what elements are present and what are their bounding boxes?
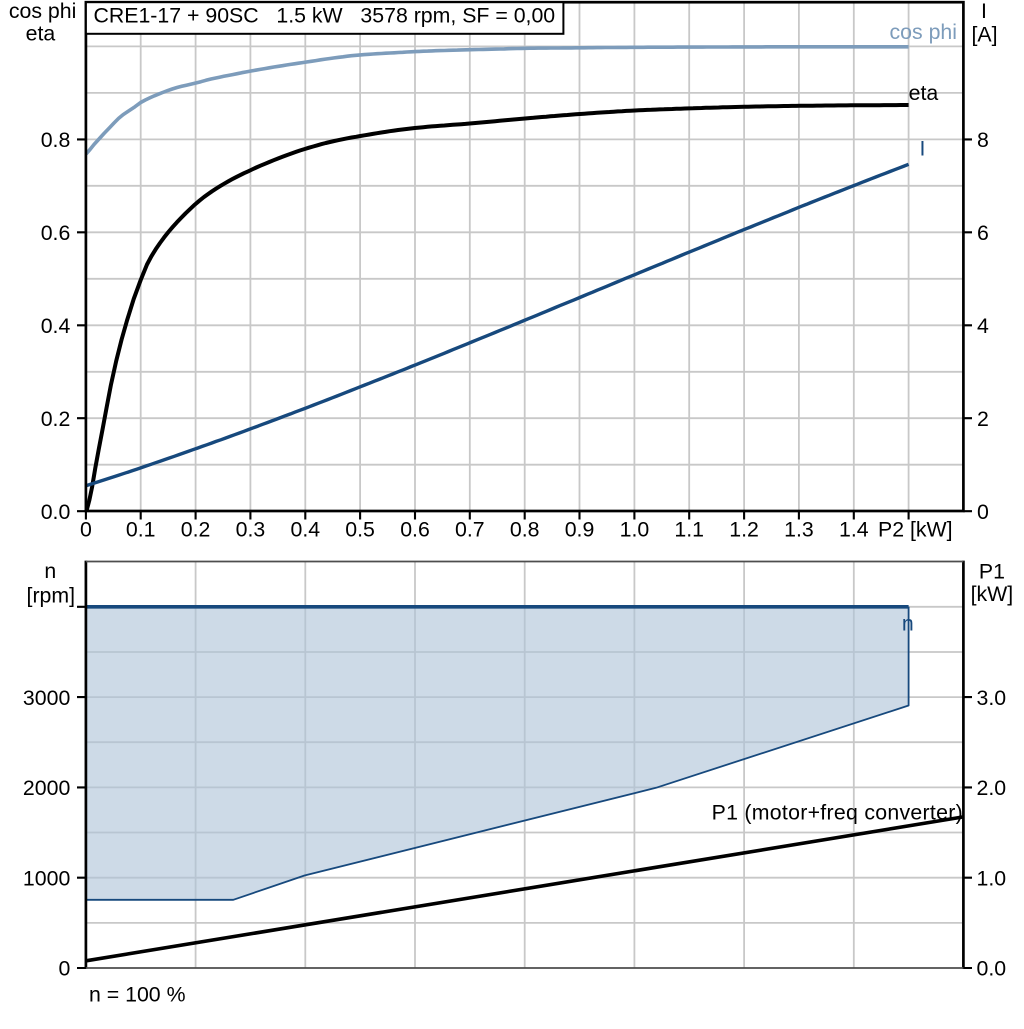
svg-text:4: 4: [977, 314, 989, 338]
svg-text:3000: 3000: [23, 686, 71, 710]
svg-text:CRE1-17 + 90SC 1.5 kW 3578: CRE1-17 + 90SC 1.5 kW 3578 rpm, SF = 0,0…: [94, 3, 556, 27]
svg-text:n: n: [902, 612, 914, 636]
svg-text:0.2: 0.2: [181, 518, 211, 542]
svg-text:2.0: 2.0: [977, 776, 1007, 800]
svg-text:[A]: [A]: [971, 22, 997, 46]
svg-text:0.4: 0.4: [41, 314, 71, 338]
svg-text:1.2: 1.2: [729, 518, 759, 542]
svg-text:0.8: 0.8: [510, 518, 540, 542]
svg-text:1.3: 1.3: [784, 518, 814, 542]
svg-text:I: I: [981, 0, 987, 23]
svg-text:0.0: 0.0: [41, 500, 71, 524]
svg-text:P1: P1: [979, 559, 1005, 583]
svg-text:0: 0: [80, 518, 92, 542]
svg-text:3.0: 3.0: [977, 686, 1007, 710]
svg-text:6: 6: [977, 221, 989, 245]
svg-text:0.7: 0.7: [455, 518, 485, 542]
svg-text:1.0: 1.0: [620, 518, 650, 542]
svg-text:0.6: 0.6: [41, 221, 71, 245]
svg-text:1.1: 1.1: [674, 518, 704, 542]
svg-text:2: 2: [977, 407, 989, 431]
svg-text:0.3: 0.3: [236, 518, 266, 542]
svg-text:0.1: 0.1: [126, 518, 156, 542]
svg-text:0.8: 0.8: [41, 128, 71, 152]
svg-text:0.9: 0.9: [565, 518, 595, 542]
svg-text:0: 0: [977, 500, 989, 524]
svg-text:2000: 2000: [23, 776, 71, 800]
svg-text:I: I: [920, 137, 926, 161]
svg-text:0.0: 0.0: [977, 957, 1007, 981]
svg-text:0.2: 0.2: [41, 407, 71, 431]
svg-text:1.4: 1.4: [839, 518, 869, 542]
svg-text:0: 0: [58, 957, 70, 981]
svg-text:eta: eta: [26, 21, 56, 45]
svg-text:[kW]: [kW]: [971, 582, 1014, 606]
svg-text:0.4: 0.4: [290, 518, 320, 542]
svg-text:8: 8: [977, 128, 989, 152]
svg-text:0.6: 0.6: [400, 518, 430, 542]
svg-text:cos phi: cos phi: [890, 20, 957, 44]
svg-text:cos phi: cos phi: [9, 0, 76, 23]
svg-text:P2 [kW]: P2 [kW]: [878, 518, 953, 542]
svg-text:[rpm]: [rpm]: [27, 584, 76, 608]
svg-text:n: n: [44, 559, 56, 583]
svg-text:0.5: 0.5: [345, 518, 375, 542]
svg-text:eta: eta: [909, 81, 939, 105]
svg-text:1.0: 1.0: [977, 866, 1007, 890]
svg-text:n = 100 %: n = 100 %: [89, 983, 186, 1007]
svg-text:1000: 1000: [23, 866, 71, 890]
svg-text:P1 (motor+freq converter): P1 (motor+freq converter): [712, 801, 963, 825]
